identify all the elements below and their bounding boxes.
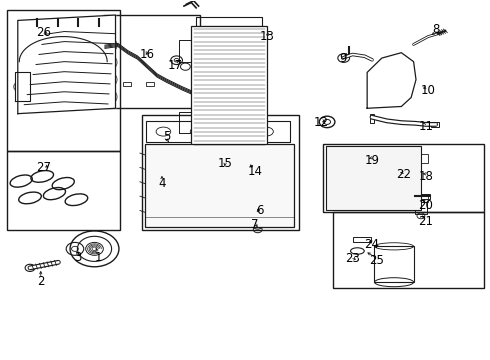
Bar [415, 194, 430, 199]
Text: 15: 15 [218, 157, 233, 170]
Text: 14: 14 [247, 165, 262, 177]
Bar [143, 116, 299, 230]
Bar [340, 160, 389, 196]
Text: 18: 18 [418, 170, 433, 183]
Bar [326, 146, 421, 211]
Bar [103, 15, 200, 108]
Bar [6, 151, 121, 230]
Text: 10: 10 [421, 84, 436, 97]
Bar [6, 10, 121, 151]
Bar [353, 237, 370, 242]
Text: 22: 22 [396, 168, 411, 181]
Text: 20: 20 [418, 199, 433, 212]
Bar [415, 202, 427, 214]
Text: 27: 27 [36, 161, 51, 174]
Bar [431, 122, 440, 127]
Bar [254, 205, 262, 225]
Bar [418, 194, 428, 202]
Text: 6: 6 [256, 204, 264, 217]
Text: 7: 7 [251, 218, 259, 231]
Text: 4: 4 [158, 177, 166, 190]
Text: 8: 8 [432, 23, 439, 36]
Text: 12: 12 [313, 116, 328, 129]
Text: 2: 2 [37, 275, 45, 288]
Bar [369, 114, 374, 123]
Text: 9: 9 [339, 51, 346, 64]
Polygon shape [15, 72, 30, 101]
Bar [147, 121, 291, 142]
Text: 21: 21 [418, 215, 433, 228]
Text: 3: 3 [74, 251, 81, 264]
Bar [374, 246, 414, 282]
Text: 19: 19 [365, 154, 380, 167]
Bar [196, 17, 262, 26]
Bar [145, 144, 294, 226]
Text: 11: 11 [418, 120, 433, 133]
Text: 5: 5 [163, 130, 171, 144]
Text: 23: 23 [345, 252, 360, 265]
Bar [418, 154, 428, 163]
Text: 1: 1 [95, 251, 102, 264]
Polygon shape [367, 53, 416, 108]
Bar [333, 212, 485, 288]
Text: 26: 26 [36, 27, 51, 40]
Polygon shape [18, 15, 116, 114]
Text: 24: 24 [365, 238, 380, 251]
Text: 17: 17 [168, 59, 183, 72]
Text: 25: 25 [369, 254, 384, 267]
Bar [323, 144, 485, 212]
Bar [123, 82, 131, 86]
Bar [191, 26, 267, 148]
Bar [146, 82, 154, 86]
Text: 13: 13 [260, 30, 274, 43]
Text: 16: 16 [140, 48, 155, 61]
